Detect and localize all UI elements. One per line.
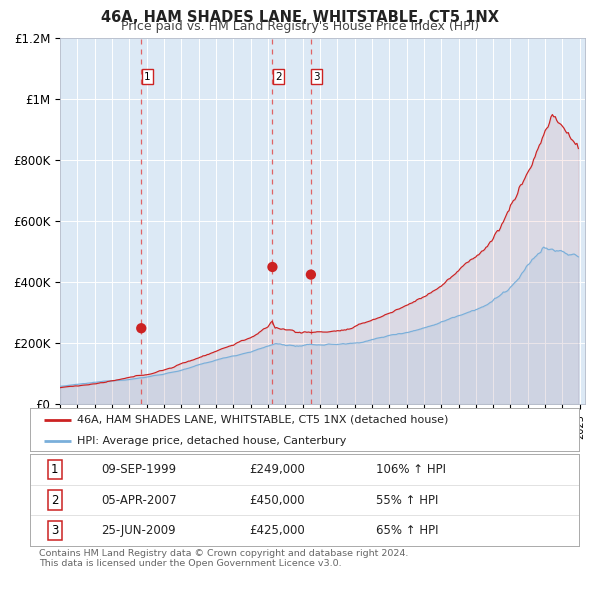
Text: This data is licensed under the Open Government Licence v3.0.: This data is licensed under the Open Gov… — [39, 559, 341, 568]
Text: Contains HM Land Registry data © Crown copyright and database right 2024.: Contains HM Land Registry data © Crown c… — [39, 549, 409, 558]
Text: 05-APR-2007: 05-APR-2007 — [101, 493, 177, 507]
Point — [306, 270, 316, 279]
Text: 55% ↑ HPI: 55% ↑ HPI — [376, 493, 438, 507]
Text: 1: 1 — [144, 72, 151, 82]
Text: 46A, HAM SHADES LANE, WHITSTABLE, CT5 1NX: 46A, HAM SHADES LANE, WHITSTABLE, CT5 1N… — [101, 10, 499, 25]
Text: 46A, HAM SHADES LANE, WHITSTABLE, CT5 1NX (detached house): 46A, HAM SHADES LANE, WHITSTABLE, CT5 1N… — [77, 415, 448, 425]
Point — [136, 323, 146, 333]
Text: 09-SEP-1999: 09-SEP-1999 — [101, 463, 176, 476]
Text: Price paid vs. HM Land Registry's House Price Index (HPI): Price paid vs. HM Land Registry's House … — [121, 20, 479, 33]
Text: 3: 3 — [313, 72, 320, 82]
Text: 1: 1 — [51, 463, 58, 476]
Text: HPI: Average price, detached house, Canterbury: HPI: Average price, detached house, Cant… — [77, 435, 346, 445]
Text: 2: 2 — [51, 493, 58, 507]
Text: 2: 2 — [275, 72, 281, 82]
Text: 65% ↑ HPI: 65% ↑ HPI — [376, 524, 439, 537]
Point — [268, 262, 277, 271]
Text: 3: 3 — [51, 524, 58, 537]
Text: £249,000: £249,000 — [250, 463, 305, 476]
Text: £425,000: £425,000 — [250, 524, 305, 537]
Text: 106% ↑ HPI: 106% ↑ HPI — [376, 463, 446, 476]
Text: 25-JUN-2009: 25-JUN-2009 — [101, 524, 176, 537]
Text: £450,000: £450,000 — [250, 493, 305, 507]
